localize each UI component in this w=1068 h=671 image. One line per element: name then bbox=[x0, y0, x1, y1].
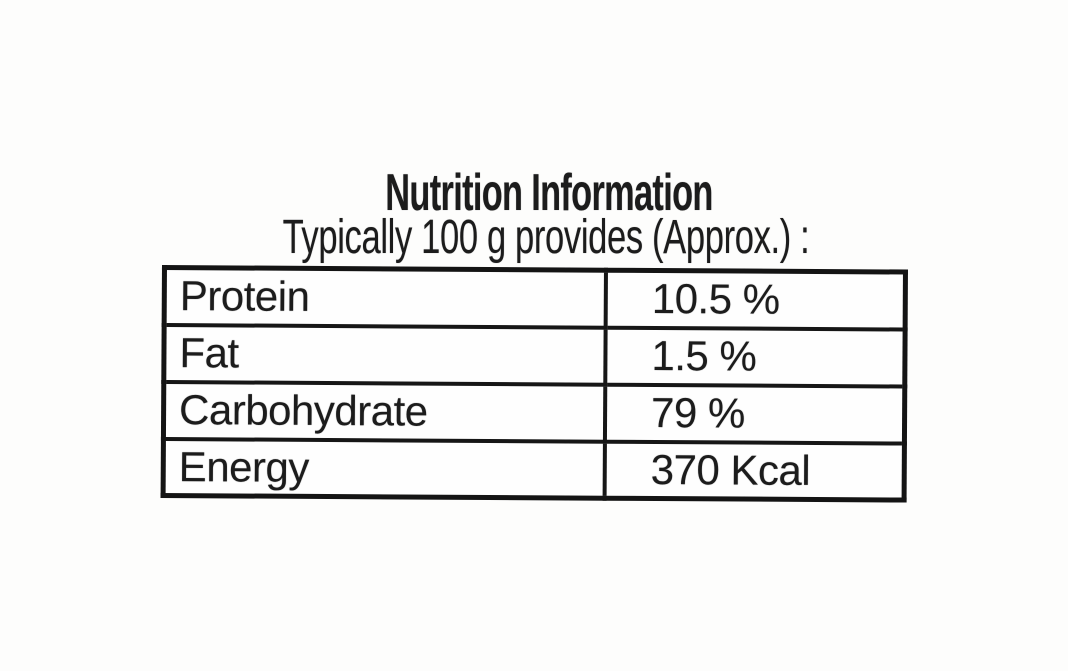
nutrient-name: Fat bbox=[163, 324, 606, 385]
serving-subtitle: Typically 100 g provides (Approx.) : bbox=[282, 211, 810, 264]
table-row: Protein 10.5 % bbox=[164, 267, 906, 330]
nutrient-name: Protein bbox=[164, 267, 606, 328]
nutrient-value: 10.5 % bbox=[605, 270, 906, 330]
table-row: Energy 370 Kcal bbox=[163, 438, 905, 501]
nutrition-table: Protein 10.5 % Fat 1.5 % Carbohydrate 79… bbox=[160, 265, 908, 503]
nutrition-title: Nutrition Information bbox=[385, 164, 713, 222]
table-row: Fat 1.5 % bbox=[163, 324, 906, 387]
nutrient-name: Carbohydrate bbox=[163, 381, 606, 442]
nutrient-name: Energy bbox=[163, 438, 605, 499]
nutrition-table-body: Protein 10.5 % Fat 1.5 % Carbohydrate 79… bbox=[163, 267, 906, 501]
nutrient-value: 79 % bbox=[604, 384, 905, 444]
nutrient-value: 370 Kcal bbox=[604, 441, 905, 501]
table-row: Carbohydrate 79 % bbox=[163, 381, 905, 444]
nutrient-value: 1.5 % bbox=[605, 327, 906, 387]
